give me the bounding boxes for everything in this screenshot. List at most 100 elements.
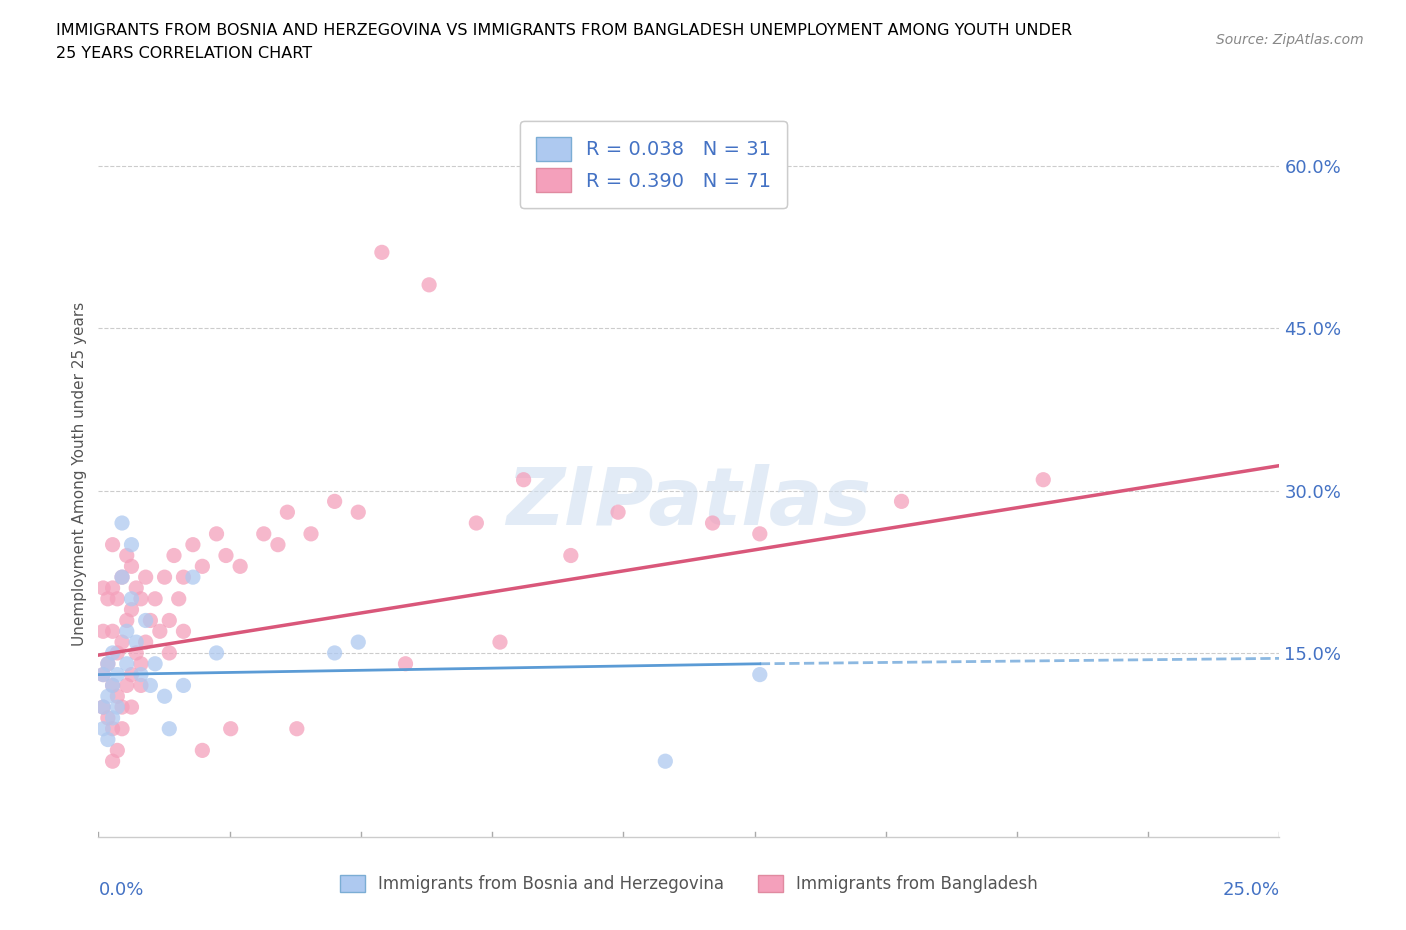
Point — [105, 591, 128, 606]
Text: ZIPatlas: ZIPatlas — [506, 464, 872, 542]
Point — [191, 743, 214, 758]
Point — [276, 505, 298, 520]
Point — [163, 548, 186, 563]
Point — [157, 722, 180, 737]
Point — [748, 526, 770, 541]
Text: 0.0%: 0.0% — [98, 881, 143, 898]
Point — [101, 754, 124, 769]
Point — [105, 699, 128, 714]
Point — [347, 634, 370, 649]
Point — [115, 548, 138, 563]
Point — [1032, 472, 1054, 487]
Point — [191, 559, 214, 574]
Point — [125, 645, 148, 660]
Point — [139, 613, 162, 628]
Point — [654, 754, 676, 769]
Point — [91, 580, 114, 595]
Point — [129, 591, 152, 606]
Point — [125, 634, 148, 649]
Point — [97, 732, 120, 747]
Point — [512, 472, 534, 487]
Point — [91, 699, 114, 714]
Point — [101, 645, 124, 660]
Point — [135, 613, 157, 628]
Point — [97, 689, 120, 704]
Point — [105, 667, 128, 682]
Point — [101, 722, 124, 737]
Point — [115, 657, 138, 671]
Point — [111, 699, 134, 714]
Point — [121, 538, 143, 552]
Point — [153, 570, 176, 585]
Point — [91, 699, 114, 714]
Point — [323, 645, 346, 660]
Point — [121, 699, 143, 714]
Point — [205, 526, 228, 541]
Point — [181, 538, 204, 552]
Point — [607, 505, 630, 520]
Point — [101, 678, 124, 693]
Point — [115, 624, 138, 639]
Text: Source: ZipAtlas.com: Source: ZipAtlas.com — [1216, 33, 1364, 46]
Point — [97, 657, 120, 671]
Point — [101, 580, 124, 595]
Point — [111, 722, 134, 737]
Point — [143, 657, 166, 671]
Point — [489, 634, 512, 649]
Point — [418, 277, 440, 292]
Point — [111, 515, 134, 530]
Point — [215, 548, 238, 563]
Point — [97, 591, 120, 606]
Point — [115, 613, 138, 628]
Point — [91, 667, 114, 682]
Point — [143, 591, 166, 606]
Legend: Immigrants from Bosnia and Herzegovina, Immigrants from Bangladesh: Immigrants from Bosnia and Herzegovina, … — [332, 867, 1046, 901]
Point — [135, 634, 157, 649]
Point — [101, 711, 124, 725]
Point — [167, 591, 190, 606]
Point — [219, 722, 242, 737]
Point — [91, 722, 114, 737]
Point — [129, 657, 152, 671]
Point — [91, 624, 114, 639]
Point — [229, 559, 252, 574]
Point — [139, 678, 162, 693]
Point — [323, 494, 346, 509]
Point — [121, 591, 143, 606]
Point — [111, 570, 134, 585]
Point — [129, 678, 152, 693]
Point — [101, 678, 124, 693]
Point — [465, 515, 488, 530]
Point — [172, 570, 194, 585]
Point — [253, 526, 276, 541]
Point — [172, 678, 194, 693]
Point — [748, 667, 770, 682]
Point — [371, 245, 394, 259]
Point — [101, 538, 124, 552]
Point — [97, 711, 120, 725]
Point — [267, 538, 290, 552]
Point — [121, 603, 143, 618]
Point — [285, 722, 308, 737]
Text: 25.0%: 25.0% — [1222, 881, 1279, 898]
Point — [125, 580, 148, 595]
Text: IMMIGRANTS FROM BOSNIA AND HERZEGOVINA VS IMMIGRANTS FROM BANGLADESH UNEMPLOYMEN: IMMIGRANTS FROM BOSNIA AND HERZEGOVINA V… — [56, 23, 1073, 38]
Point — [101, 624, 124, 639]
Point — [299, 526, 322, 541]
Point — [890, 494, 912, 509]
Point — [121, 559, 143, 574]
Point — [105, 689, 128, 704]
Point — [172, 624, 194, 639]
Point — [91, 667, 114, 682]
Point — [135, 570, 157, 585]
Text: 25 YEARS CORRELATION CHART: 25 YEARS CORRELATION CHART — [56, 46, 312, 61]
Point — [205, 645, 228, 660]
Point — [157, 613, 180, 628]
Point — [153, 689, 176, 704]
Point — [702, 515, 724, 530]
Point — [560, 548, 582, 563]
Point — [129, 667, 152, 682]
Point — [97, 657, 120, 671]
Point — [347, 505, 370, 520]
Point — [111, 570, 134, 585]
